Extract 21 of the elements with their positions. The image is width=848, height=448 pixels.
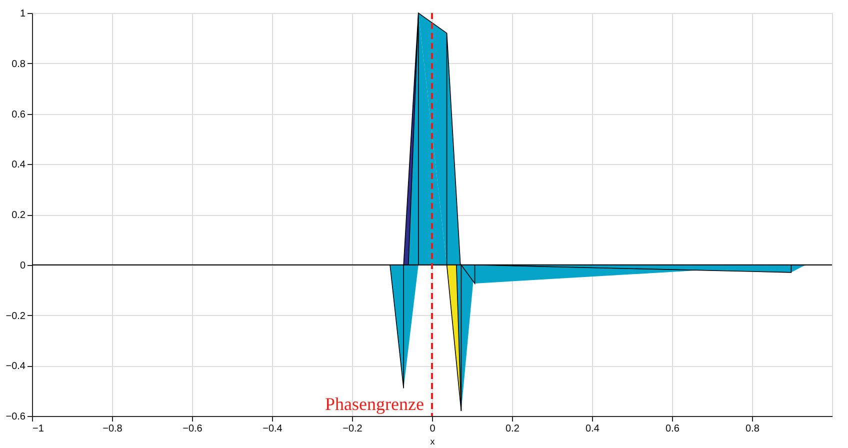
y-tick-label: 0.6	[12, 109, 26, 120]
y-tick-label: 0.2	[12, 210, 26, 221]
y-tick-label: −0.2	[6, 310, 26, 322]
x-axis-title: x	[430, 436, 436, 446]
x-tick-label: −0.2	[342, 424, 363, 434]
x-tick-label: −0.4	[262, 424, 283, 434]
x-tick-label: −1	[32, 424, 44, 434]
x-tick-label: 0	[430, 424, 436, 434]
x-tick-label: 0.6	[666, 424, 680, 434]
y-tick-label: 0.4	[12, 160, 26, 171]
ref-line-label: Phasengrenze	[325, 394, 424, 414]
x-tick-label: 0.4	[586, 424, 600, 434]
y-tick-label: 0.8	[12, 58, 26, 70]
y-tick-label: −0.6	[6, 412, 26, 422]
y-tick-label: −0.4	[6, 361, 26, 372]
y-tick-label: 0	[20, 260, 26, 272]
x-tick-label: −0.6	[182, 424, 203, 434]
y-tick-label: 1	[20, 8, 26, 20]
x-tick-label: 0.2	[506, 424, 520, 434]
x-tick-label: 0.8	[746, 424, 760, 434]
x-tick-label: −0.8	[102, 424, 123, 434]
